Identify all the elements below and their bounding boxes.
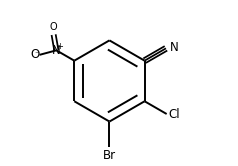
Text: Cl: Cl	[169, 108, 180, 121]
Text: N: N	[52, 44, 61, 57]
Text: +: +	[56, 42, 63, 51]
Text: N: N	[169, 41, 178, 54]
Text: O: O	[30, 48, 39, 61]
Text: Br: Br	[103, 149, 116, 162]
Text: O: O	[50, 22, 57, 32]
Text: ⁻: ⁻	[34, 50, 39, 59]
